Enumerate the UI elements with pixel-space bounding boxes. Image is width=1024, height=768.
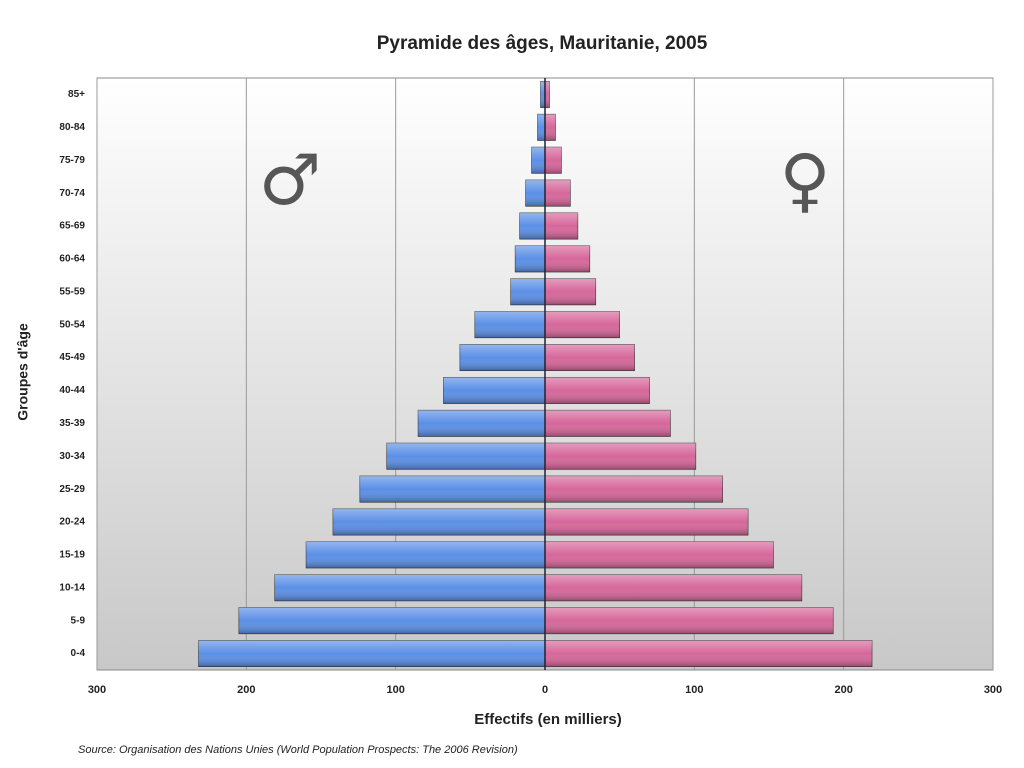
y-tick-label: 60-64 — [59, 254, 85, 265]
bar — [544, 376, 650, 404]
bar — [198, 640, 546, 668]
y-tick-label: 80-84 — [59, 122, 85, 133]
y-tick-label: 55-59 — [59, 286, 85, 297]
source-note: Source: Organisation des Nations Unies (… — [78, 744, 518, 756]
x-tick-label: 200 — [834, 684, 852, 696]
bar — [544, 640, 873, 668]
bar — [459, 344, 546, 372]
x-tick-label: 100 — [685, 684, 703, 696]
y-axis-label: Groupes d'âge — [15, 323, 31, 421]
y-tick-label: 65-69 — [59, 221, 85, 232]
y-tick-label: 40-44 — [59, 385, 85, 396]
bar — [417, 409, 546, 437]
x-axis-label: Effectifs (en milliers) — [474, 711, 622, 728]
bar — [386, 442, 546, 470]
y-tick-label: 75-79 — [59, 155, 85, 166]
y-tick-label: 10-14 — [59, 582, 85, 593]
y-tick-label: 25-29 — [59, 484, 85, 495]
y-tick-label: 35-39 — [59, 418, 85, 429]
bar — [443, 376, 546, 404]
y-tick-label: 30-34 — [59, 451, 85, 462]
bar — [544, 344, 635, 372]
bar — [544, 311, 620, 339]
bar — [537, 113, 546, 141]
bar — [544, 113, 556, 141]
y-tick-label: 45-49 — [59, 352, 85, 363]
bar — [544, 212, 579, 240]
x-tick-label: 0 — [542, 684, 548, 696]
y-tick-label: 50-54 — [59, 319, 85, 330]
legend-symbol: ♂ — [259, 139, 322, 221]
bar — [544, 245, 591, 273]
bar — [544, 574, 803, 602]
bar — [519, 212, 546, 240]
x-tick-label: 300 — [984, 684, 1002, 696]
bar — [544, 278, 597, 306]
bar — [332, 508, 546, 536]
bar — [274, 574, 546, 602]
bar — [544, 146, 562, 174]
bar — [305, 541, 546, 569]
bar — [238, 607, 546, 635]
bar — [544, 607, 834, 635]
bar — [359, 475, 546, 503]
bar — [514, 245, 546, 273]
x-tick-label: 200 — [237, 684, 255, 696]
y-tick-label: 0-4 — [71, 648, 86, 659]
legend-symbol: ♀ — [779, 139, 830, 221]
y-tick-label: 20-24 — [59, 517, 85, 528]
bar — [474, 311, 546, 339]
bar — [544, 508, 749, 536]
bar — [544, 179, 571, 207]
y-tick-label: 70-74 — [59, 188, 85, 199]
bar — [531, 146, 546, 174]
bar — [544, 409, 671, 437]
bar — [510, 278, 546, 306]
y-tick-label: 15-19 — [59, 550, 85, 561]
y-tick-label: 85+ — [68, 89, 85, 100]
x-tick-label: 100 — [386, 684, 404, 696]
bar — [544, 475, 724, 503]
bar — [544, 442, 697, 470]
bar — [544, 541, 774, 569]
x-tick-label: 300 — [88, 684, 106, 696]
chart-title: Pyramide des âges, Mauritanie, 2005 — [377, 33, 708, 54]
y-tick-label: 5-9 — [71, 615, 86, 626]
bar — [525, 179, 546, 207]
